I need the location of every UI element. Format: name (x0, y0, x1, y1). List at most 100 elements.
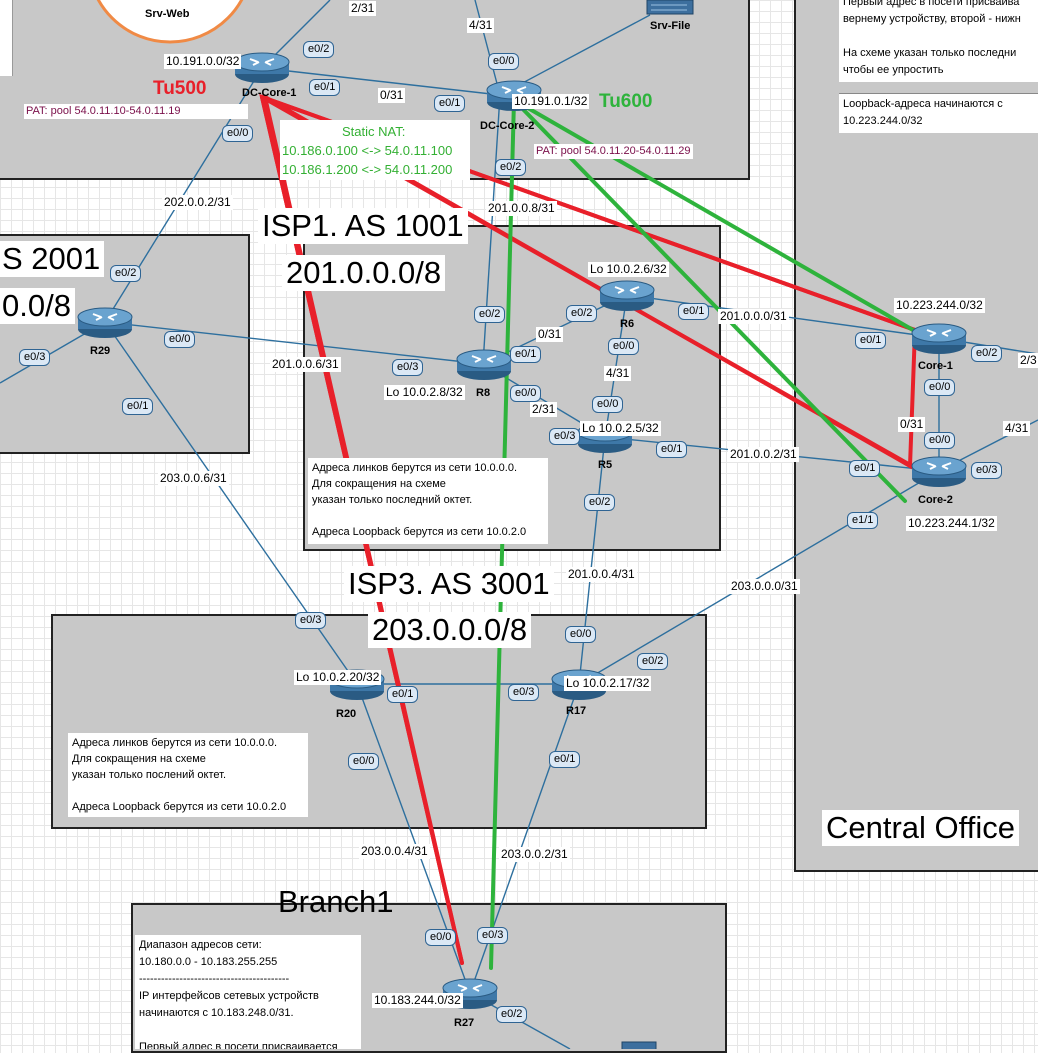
link-label: 2/3 (1018, 353, 1038, 368)
link-r5-r17 (578, 436, 606, 685)
link-label: 202.0.0.2/31 (162, 195, 233, 210)
static-nat-rule-1: 10.186.0.100 <-> 54.0.11.100 (282, 143, 453, 158)
router-name-r17: R17 (566, 705, 587, 717)
port-r8-e01[interactable]: e0/1 (510, 346, 542, 363)
port-r17-e01[interactable]: e0/1 (549, 751, 581, 768)
port-r29-e03[interactable]: e0/3 (19, 349, 51, 366)
router-icon-core1[interactable] (910, 321, 968, 355)
link-label: 203.0.0.6/31 (158, 471, 229, 486)
port-r29-e02[interactable]: e0/2 (110, 265, 142, 282)
lo-core1: 10.223.244.0/32 (894, 298, 985, 313)
port-r29-e00[interactable]: e0/0 (164, 331, 196, 348)
port-core2-e01[interactable]: e0/1 (849, 460, 881, 477)
lo-r8: Lo 10.0.2.8/32 (384, 385, 465, 400)
port-core1-e01[interactable]: e0/1 (855, 332, 887, 349)
link-label: 201.0.0.0/31 (718, 309, 789, 324)
port-r5-e03[interactable]: e0/3 (549, 428, 581, 445)
branch1-title: Branch1 (278, 884, 394, 919)
port-r17-e02[interactable]: e0/2 (637, 653, 669, 670)
port-r8-e00[interactable]: e0/0 (510, 385, 542, 402)
link-label: 0/31 (536, 327, 564, 342)
port-r27-e03[interactable]: e0/3 (477, 927, 509, 944)
link-label: 2/31 (349, 1, 377, 16)
port-r6-e00[interactable]: e0/0 (608, 338, 640, 355)
central-note-top: Первый адрес в посети присваива вернему … (839, 0, 1038, 82)
lo-r17: Lo 10.0.2.17/32 (564, 676, 652, 691)
port-core2-e00[interactable]: e0/0 (924, 432, 956, 449)
port-dc1-e02[interactable]: e0/2 (303, 41, 335, 58)
port-r6-e01[interactable]: e0/1 (678, 303, 710, 320)
link-r17-r27 (469, 683, 580, 994)
isp1-title: ISP1. AS 1001 (258, 208, 468, 244)
port-dc2-e01[interactable]: e0/1 (434, 95, 466, 112)
link-core2-r17 (578, 470, 940, 685)
port-r6-e02[interactable]: e0/2 (566, 305, 598, 322)
central-note-loopback: Loopback-адреса начинаются с 10.223.244.… (839, 93, 1038, 133)
port-core2-e03[interactable]: e0/3 (971, 462, 1003, 479)
port-r20-e03[interactable]: e0/3 (295, 612, 327, 629)
lo-dc2: 10.191.0.1/32 (512, 94, 590, 109)
lo-r6: Lo 10.0.2.6/32 (588, 262, 669, 277)
router-name-dc2: DC-Core-2 (480, 120, 535, 132)
router-name-core1: Core-1 (918, 360, 953, 372)
isp2-net: 0.0/8 (0, 288, 75, 324)
port-core1-e02[interactable]: e0/2 (971, 345, 1003, 362)
isp2-title: S 2001 (0, 241, 105, 277)
link-dc2-up (474, 0, 501, 96)
port-r8-e03[interactable]: e0/3 (392, 359, 424, 376)
isp3-net: 203.0.0.0/8 (368, 612, 532, 648)
port-r5-e01[interactable]: e0/1 (656, 441, 688, 458)
port-core1-e00[interactable]: e0/0 (924, 379, 956, 396)
router-icon-dc1[interactable] (233, 50, 291, 84)
port-dc2-e02[interactable]: e0/2 (495, 159, 527, 176)
tunnel-600-core1 (512, 98, 915, 332)
link-label: 0/31 (898, 417, 926, 432)
port-r20-e01[interactable]: e0/1 (387, 686, 419, 703)
router-icon-r6[interactable] (598, 278, 656, 312)
link-label: 4/31 (1003, 421, 1031, 436)
router-icon-core2[interactable] (910, 454, 968, 488)
router-icon-r8[interactable] (455, 347, 513, 381)
central-office-title: Central Office (822, 810, 1019, 846)
port-r5-e02[interactable]: e0/2 (584, 494, 616, 511)
static-nat-rule-2: 10.186.1.200 <-> 54.0.11.200 (282, 162, 453, 177)
lo-r5: Lo 10.0.2.5/32 (580, 421, 661, 436)
port-r8-e02[interactable]: e0/2 (474, 306, 506, 323)
port-r27-e02[interactable]: e0/2 (496, 1006, 528, 1023)
server-name-web: Srv-Web (145, 8, 190, 20)
link-r20-r27 (356, 683, 471, 994)
link-label: 203.0.0.0/31 (729, 579, 800, 594)
link-label: 4/31 (604, 366, 632, 381)
port-dc2-e00[interactable]: e0/0 (488, 53, 520, 70)
port-core2-e11[interactable]: e1/1 (847, 512, 879, 529)
port-r20-e00[interactable]: e0/0 (348, 753, 380, 770)
router-name-r6: R6 (620, 318, 635, 330)
link-label: 203.0.0.2/31 (499, 847, 570, 862)
router-name-dc1: DC-Core-1 (242, 87, 297, 99)
router-name-r5: R5 (598, 459, 613, 471)
central-office-zone (794, 0, 1038, 872)
srv-file-icon (646, 0, 694, 15)
static-nat-title: Static NAT: (342, 124, 406, 139)
port-r17-e03[interactable]: e0/3 (508, 684, 540, 701)
pat-pool-dc1: PAT: pool 54.0.11.10-54.0.11.19 (24, 104, 248, 119)
port-r17-e00[interactable]: e0/0 (565, 626, 597, 643)
lo-r27: 10.183.244.0/32 (372, 993, 463, 1008)
port-r29-e01[interactable]: e0/1 (122, 398, 154, 415)
static-nat-box: Static NAT: 10.186.0.100 <-> 54.0.11.100… (280, 120, 470, 180)
lo-core2: 10.223.244.1/32 (906, 516, 997, 531)
branch-server-icon (621, 1041, 657, 1049)
link-label: 0/31 (378, 88, 406, 103)
tunnel-600-core2 (512, 98, 907, 503)
isp3-title: ISP3. AS 3001 (344, 566, 554, 602)
port-r5-e00[interactable]: e0/0 (592, 396, 624, 413)
router-name-r20: R20 (336, 708, 357, 720)
port-dc1-e01[interactable]: e0/1 (309, 79, 341, 96)
isp3-note: Адреса линков берутся из сети 10.0.0.0. … (68, 733, 308, 817)
port-r27-e00[interactable]: e0/0 (425, 929, 457, 946)
router-name-core2: Core-2 (918, 494, 953, 506)
link-label: 201.0.0.4/31 (566, 567, 637, 582)
router-name-r29: R29 (90, 345, 111, 357)
router-icon-r29[interactable] (76, 305, 134, 339)
port-dc1-e00[interactable]: e0/0 (222, 125, 254, 142)
